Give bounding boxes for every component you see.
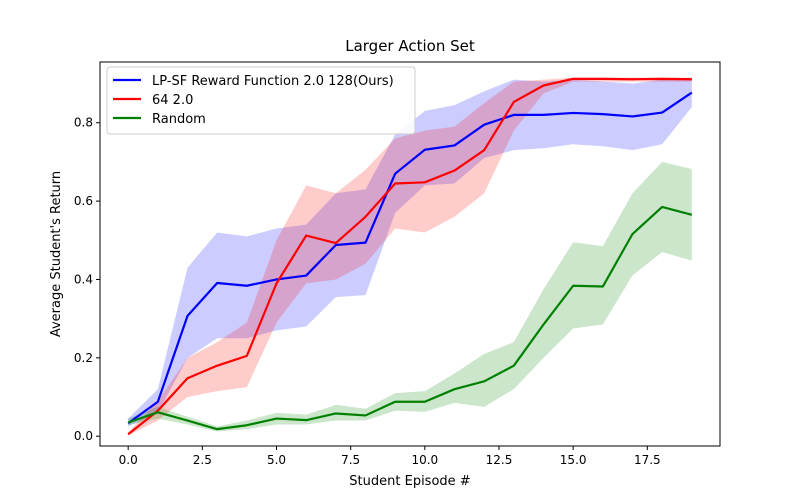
- band-series-1: [128, 77, 692, 436]
- chart-title: Larger Action Set: [345, 37, 475, 55]
- x-tick-label: 5.0: [267, 453, 286, 467]
- y-axis-ticks: 0.0 0.2 0.4 0.6 0.8: [74, 116, 100, 443]
- y-tick-label: 0.6: [74, 194, 93, 208]
- series-lines: [127, 77, 693, 436]
- x-tick-label: 7.5: [341, 453, 360, 467]
- line-series-2: [127, 205, 693, 431]
- x-tick-label: 2.5: [193, 453, 212, 467]
- x-axis-label: Student Episode #: [349, 474, 470, 489]
- legend-entry: LP-SF Reward Function 2.0 128(Ours): [152, 74, 394, 89]
- confidence-bands: [128, 77, 692, 436]
- legend: LP-SF Reward Function 2.0 128(Ours) 64 2.…: [106, 66, 416, 135]
- line-series-1: [127, 77, 692, 436]
- band-series-2: [128, 161, 692, 432]
- line-series-0: [127, 91, 693, 425]
- x-axis-ticks: 0.0 2.5 5.0 7.5 10.0 12.5 15.0 17.5: [119, 446, 661, 467]
- y-axis-label: Average Student's Return: [49, 171, 64, 337]
- y-tick-label: 0.2: [74, 351, 93, 365]
- x-tick-label: 17.5: [634, 453, 661, 467]
- y-tick-label: 0.4: [74, 272, 93, 286]
- legend-box: [106, 66, 416, 135]
- legend-entry: 64 2.0: [152, 93, 193, 108]
- plot-frame: [99, 61, 721, 447]
- x-tick-label: 10.0: [411, 453, 438, 467]
- y-tick-label: 0.0: [74, 429, 93, 443]
- x-tick-label: 0.0: [119, 453, 138, 467]
- x-tick-label: 12.5: [486, 453, 513, 467]
- x-tick-label: 15.0: [560, 453, 587, 467]
- legend-entry: Random: [152, 112, 206, 127]
- band-series-0: [128, 77, 692, 427]
- y-tick-label: 0.8: [74, 116, 93, 130]
